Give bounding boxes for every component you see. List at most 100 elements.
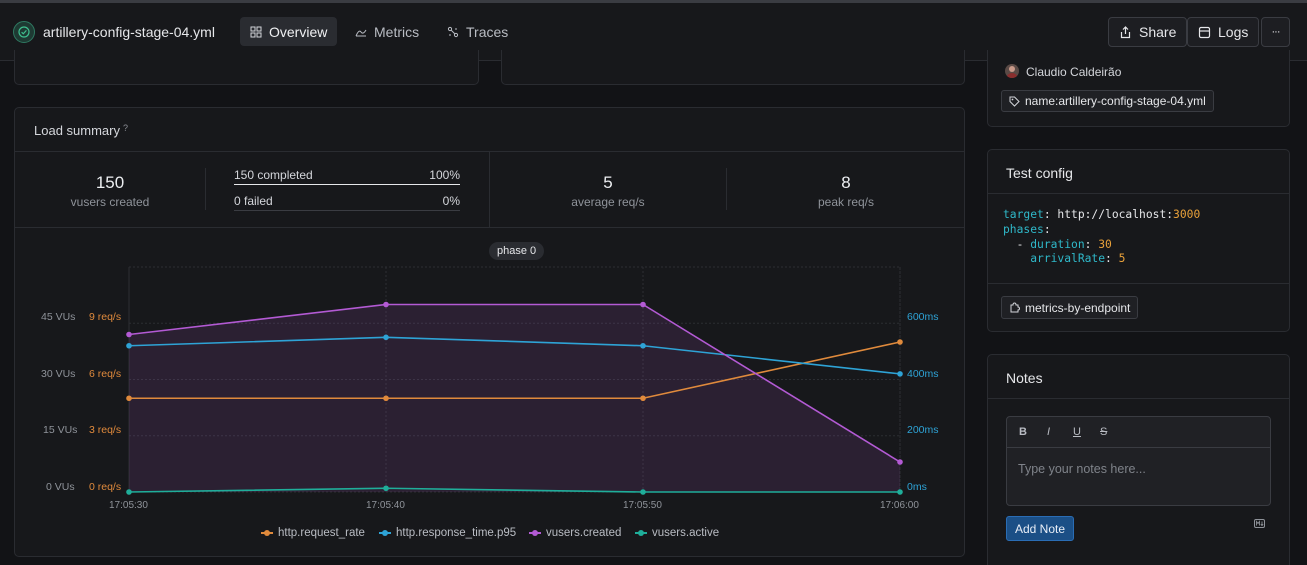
data-point-vusers.created xyxy=(383,301,389,308)
data-point-vusers.created xyxy=(126,331,132,338)
y-tick-req: 3 req/s xyxy=(89,424,122,436)
y-tick-req: 6 req/s xyxy=(89,368,122,380)
tab-label: Metrics xyxy=(374,23,420,40)
avg-req-value: 5 xyxy=(603,173,613,192)
code-sep: : xyxy=(1084,237,1099,251)
code-line: arrivalRate: 5 xyxy=(1003,252,1200,267)
plugin-label: metrics-by-endpoint xyxy=(1025,300,1131,315)
code-number: 3000 xyxy=(1173,208,1201,221)
share-icon xyxy=(1120,25,1131,38)
code-sep: : xyxy=(1105,252,1119,266)
vusers-created-value: 150 xyxy=(95,173,125,192)
code-key: duration xyxy=(1030,237,1085,251)
y-tick-ms: 0ms xyxy=(907,481,927,493)
completed-percent: 100% xyxy=(429,168,460,182)
legend-swatch xyxy=(261,530,273,536)
data-point-vusers.active xyxy=(383,485,389,492)
chart-icon xyxy=(355,29,367,36)
bold-button[interactable]: B xyxy=(1019,426,1027,438)
avg-req-label: average req/s xyxy=(571,195,645,209)
data-point-http.request_rate xyxy=(383,395,389,402)
y-tick-vus: 30 VUs xyxy=(41,368,76,380)
info-panel: Claudio Caldeirão name:artillery-config-… xyxy=(987,50,1290,127)
tag-icon xyxy=(1009,96,1020,107)
legend-request-rate[interactable]: http.request_rate xyxy=(261,527,365,539)
code-line: target: http://localhost:3000 xyxy=(1003,208,1200,223)
italic-button[interactable]: I xyxy=(1047,426,1051,438)
code-key: phases xyxy=(1003,222,1044,236)
completed-bar xyxy=(234,184,460,185)
data-point-vusers.active xyxy=(126,489,132,495)
tag-chip[interactable]: name:artillery-config-stage-04.yml xyxy=(1001,90,1214,112)
legend-label: http.request_rate xyxy=(278,527,365,539)
failed-row: 0 failed 0% xyxy=(234,194,460,214)
divider xyxy=(15,151,964,152)
strikethrough-button[interactable]: S xyxy=(1100,426,1108,438)
summary-card-top-right xyxy=(501,50,965,85)
more-button[interactable]: ··· xyxy=(1261,17,1290,47)
series-line-vusers.created xyxy=(128,303,901,463)
tab-metrics[interactable]: Metrics xyxy=(345,17,429,46)
legend-swatch xyxy=(379,530,391,536)
share-button[interactable]: Share xyxy=(1108,17,1188,47)
load-summary-title-text: Load summary xyxy=(34,123,120,138)
legend-vusers-active[interactable]: vusers.active xyxy=(635,527,719,539)
code-line: - duration: 30 xyxy=(1003,238,1200,253)
data-point-http.response_time.p95 xyxy=(897,371,903,377)
data-point-vusers.created xyxy=(640,301,646,308)
y-tick-vus: 15 VUs xyxy=(43,424,78,436)
tag-label: name:artillery-config-stage-04.yml xyxy=(1025,94,1206,108)
legend-response-time[interactable]: http.response_time.p95 xyxy=(379,527,516,539)
notes-input[interactable]: Type your notes here... xyxy=(1018,462,1146,476)
code-number: 5 xyxy=(1118,252,1126,266)
notes-editor[interactable]: B I U S Type your notes here... xyxy=(1006,416,1271,506)
code-indent: - xyxy=(1003,237,1031,251)
data-point-http.request_rate xyxy=(897,339,903,345)
logs-label: Logs xyxy=(1218,24,1249,40)
y-tick-ms: 600ms xyxy=(907,311,939,323)
x-tick: 17:05:30 xyxy=(109,500,148,511)
notes-title: Notes xyxy=(1006,370,1043,386)
peak-req-value: 8 xyxy=(841,173,851,192)
x-tick: 17:05:40 xyxy=(366,500,405,511)
underline-button[interactable]: U xyxy=(1073,426,1081,438)
code-line: phases: xyxy=(1003,223,1200,238)
tab-traces[interactable]: Traces xyxy=(437,17,518,46)
stat-separator xyxy=(726,168,727,210)
share-label: Share xyxy=(1139,24,1177,40)
success-status-icon xyxy=(13,21,35,43)
add-note-button[interactable]: Add Note xyxy=(1006,516,1075,541)
code-number: 30 xyxy=(1098,237,1112,251)
legend-label: vusers.created xyxy=(546,527,622,539)
plot-frame xyxy=(128,266,901,493)
legend-label: http.response_time.p95 xyxy=(396,527,517,539)
code-sep: : xyxy=(1043,222,1051,236)
data-point-http.request_rate xyxy=(640,395,646,402)
help-icon[interactable]: ? xyxy=(122,123,128,133)
series-line-http.request_rate xyxy=(129,341,901,400)
tab-overview[interactable]: Overview xyxy=(240,17,338,46)
x-tick: 17:05:50 xyxy=(623,500,662,511)
legend-label: vusers.active xyxy=(652,527,720,539)
legend-swatch xyxy=(635,530,647,536)
grid-icon xyxy=(250,26,262,37)
tab-label: Traces xyxy=(466,23,509,40)
load-summary-title: Load summary? xyxy=(34,123,128,138)
legend-vusers-created[interactable]: vusers.created xyxy=(529,527,621,539)
markdown-icon[interactable] xyxy=(1254,519,1265,528)
divider xyxy=(15,227,964,228)
tab-label: Overview xyxy=(269,23,328,40)
x-tick: 17:06:00 xyxy=(880,500,919,511)
code-value: http://localhost: xyxy=(1057,208,1174,221)
data-point-vusers.created xyxy=(897,459,903,465)
legend-swatch xyxy=(529,530,541,536)
y-tick-ms: 400ms xyxy=(907,368,939,380)
plugin-chip[interactable]: metrics-by-endpoint xyxy=(1001,296,1139,319)
code-sep: : xyxy=(1043,208,1058,221)
logs-button[interactable]: Logs xyxy=(1187,17,1260,47)
code-key: arrivalRate xyxy=(1030,252,1106,266)
window-top-strip xyxy=(0,0,1307,3)
series-line-http.response_time.p95 xyxy=(128,336,901,375)
test-config-panel: Test config target: http://localhost:300… xyxy=(987,149,1290,332)
